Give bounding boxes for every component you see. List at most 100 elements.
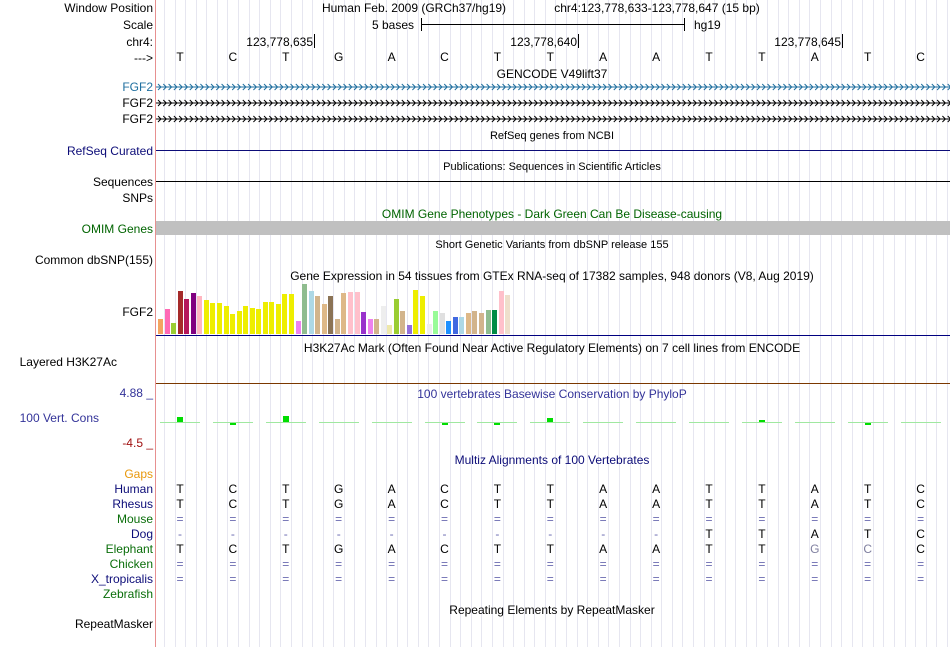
gtex-track-label[interactable]: FGF2 (122, 305, 153, 319)
gene-label-fgf2[interactable]: FGF2 (122, 112, 153, 126)
gtex-tissue-bar[interactable] (282, 294, 288, 334)
phylop-score-bar[interactable] (177, 417, 183, 422)
gtex-tissue-bar[interactable] (400, 311, 406, 334)
snps-track-label[interactable]: SNPs (122, 191, 153, 205)
gtex-tissue-bar[interactable] (158, 319, 163, 334)
gtex-tissue-bar[interactable] (230, 314, 236, 334)
gtex-tissue-bar[interactable] (367, 319, 373, 334)
gene-structure-fgf2[interactable] (156, 82, 950, 92)
gtex-tissue-bar[interactable] (472, 311, 478, 334)
gene-structure-fgf2[interactable] (156, 114, 950, 124)
gencode-track-title[interactable]: GENCODE V49lift37 (496, 67, 608, 81)
h3k27ac-signal-line[interactable] (156, 383, 950, 384)
gtex-tissue-bar[interactable] (465, 313, 471, 334)
omim-track-title[interactable]: OMIM Gene Phenotypes - Dark Green Can Be… (381, 207, 723, 221)
gtex-tissue-bar[interactable] (334, 319, 340, 334)
repeatmasker-track-title[interactable]: Repeating Elements by RepeatMasker (449, 603, 655, 617)
h3k27ac-track-title[interactable]: H3K27Ac Mark (Often Found Near Active Re… (303, 341, 801, 355)
species-label-dog[interactable]: Dog (130, 527, 153, 541)
gtex-track-title[interactable]: Gene Expression in 54 tissues from GTEx … (290, 269, 814, 283)
gtex-tissue-bar[interactable] (190, 293, 196, 334)
phylop-score-bar[interactable] (494, 423, 500, 425)
window-position-label[interactable]: Window Position (64, 1, 153, 15)
gtex-tissue-bar[interactable] (426, 324, 432, 334)
gtex-tissue-bar[interactable] (380, 306, 386, 334)
gene-label-fgf2[interactable]: FGF2 (122, 96, 153, 110)
gtex-tissue-bar[interactable] (203, 300, 209, 334)
gtex-tissue-bar[interactable] (361, 312, 366, 334)
gaps-track-label[interactable]: Gaps (124, 467, 153, 481)
h3k27ac-track-label[interactable]: Layered H3K27Ac (19, 355, 117, 369)
strand-label[interactable]: ---> (134, 51, 153, 65)
gtex-tissue-bar[interactable] (295, 321, 301, 334)
gtex-tissue-bar[interactable] (387, 325, 393, 334)
gtex-tissue-bar[interactable] (354, 292, 360, 334)
phylop-track-title[interactable]: 100 vertebrates Basewise Conservation by… (417, 387, 687, 401)
dbsnp-track-title[interactable]: Short Genetic Variants from dbSNP releas… (435, 239, 669, 251)
gene-label-fgf2[interactable]: FGF2 (122, 80, 153, 94)
phylop-score-bar[interactable] (442, 423, 448, 425)
gtex-tissue-bar[interactable] (452, 317, 458, 334)
species-label-zebrafish[interactable]: Zebrafish (102, 587, 153, 601)
gtex-tissue-bar[interactable] (459, 317, 465, 334)
gtex-tissue-bar[interactable] (420, 296, 425, 334)
phylop-track-label[interactable]: 100 Vert. Cons (19, 411, 99, 425)
gtex-tissue-bar[interactable] (243, 306, 249, 334)
omim-gene-bar[interactable] (156, 221, 950, 235)
dbsnp-track-label[interactable]: Common dbSNP(155) (34, 253, 153, 267)
gtex-tissue-bar[interactable] (197, 296, 203, 334)
gtex-tissue-bar[interactable] (302, 284, 308, 334)
gtex-tissue-bar[interactable] (485, 310, 491, 334)
gtex-tissue-bar[interactable] (171, 323, 177, 334)
gtex-tissue-bar[interactable] (478, 313, 484, 334)
gtex-tissue-bar[interactable] (328, 296, 334, 334)
refseq-track-line[interactable] (156, 150, 950, 151)
gtex-tissue-bar[interactable] (249, 308, 255, 334)
gtex-tissue-bar[interactable] (341, 293, 347, 334)
chrom-label[interactable]: chr4: (126, 35, 153, 49)
gtex-tissue-bar[interactable] (308, 291, 314, 334)
species-label-rhesus[interactable]: Rhesus (112, 497, 153, 511)
gtex-tissue-bar[interactable] (262, 302, 268, 334)
gtex-tissue-bar[interactable] (439, 313, 445, 334)
refseq-track-label[interactable]: RefSeq Curated (66, 144, 153, 158)
species-label-x_tropicalis[interactable]: X_tropicalis (90, 572, 153, 586)
phylop-score-bar[interactable] (283, 416, 289, 422)
gtex-tissue-bar[interactable] (177, 291, 183, 334)
species-label-chicken[interactable]: Chicken (109, 557, 153, 571)
gtex-tissue-bar[interactable] (374, 319, 380, 334)
refseq-track-title[interactable]: RefSeq genes from NCBI (489, 130, 615, 142)
multiz-track-title[interactable]: Multiz Alignments of 100 Vertebrates (454, 453, 650, 467)
gene-structure-fgf2[interactable] (156, 98, 950, 108)
publications-track-line[interactable] (156, 181, 950, 182)
species-label-elephant[interactable]: Elephant (105, 542, 153, 556)
gtex-tissue-bar[interactable] (347, 292, 353, 334)
gtex-tissue-bar[interactable] (269, 302, 275, 334)
gtex-tissue-bar[interactable] (236, 311, 242, 334)
gtex-tissue-bar[interactable] (184, 299, 190, 334)
gtex-tissue-bar[interactable] (275, 304, 281, 334)
publications-track-title[interactable]: Publications: Sequences in Scientific Ar… (443, 161, 661, 173)
gtex-tissue-bar[interactable] (505, 295, 511, 334)
phylop-score-bar[interactable] (230, 423, 236, 425)
gtex-tissue-bar[interactable] (289, 294, 294, 334)
gtex-tissue-bar[interactable] (164, 309, 170, 334)
gtex-tissue-bar[interactable] (321, 304, 327, 334)
gtex-tissue-bar[interactable] (492, 310, 498, 334)
repeatmasker-track-label[interactable]: RepeatMasker (74, 617, 153, 631)
gtex-tissue-bar[interactable] (446, 321, 452, 334)
scale-label[interactable]: Scale (122, 18, 153, 32)
gtex-tissue-bar[interactable] (406, 325, 412, 334)
gtex-tissue-bar[interactable] (223, 306, 229, 334)
phylop-score-bar[interactable] (865, 423, 871, 425)
gtex-tissue-bar[interactable] (433, 311, 439, 334)
phylop-score-bar[interactable] (547, 418, 553, 422)
gtex-tissue-bar[interactable] (256, 309, 262, 334)
gtex-tissue-bar[interactable] (315, 296, 321, 334)
publications-track-label[interactable]: Sequences (92, 175, 153, 189)
species-label-mouse[interactable]: Mouse (116, 512, 153, 526)
omim-track-label[interactable]: OMIM Genes (81, 222, 153, 236)
gtex-tissue-bar[interactable] (393, 299, 399, 334)
phylop-score-bar[interactable] (759, 420, 765, 422)
